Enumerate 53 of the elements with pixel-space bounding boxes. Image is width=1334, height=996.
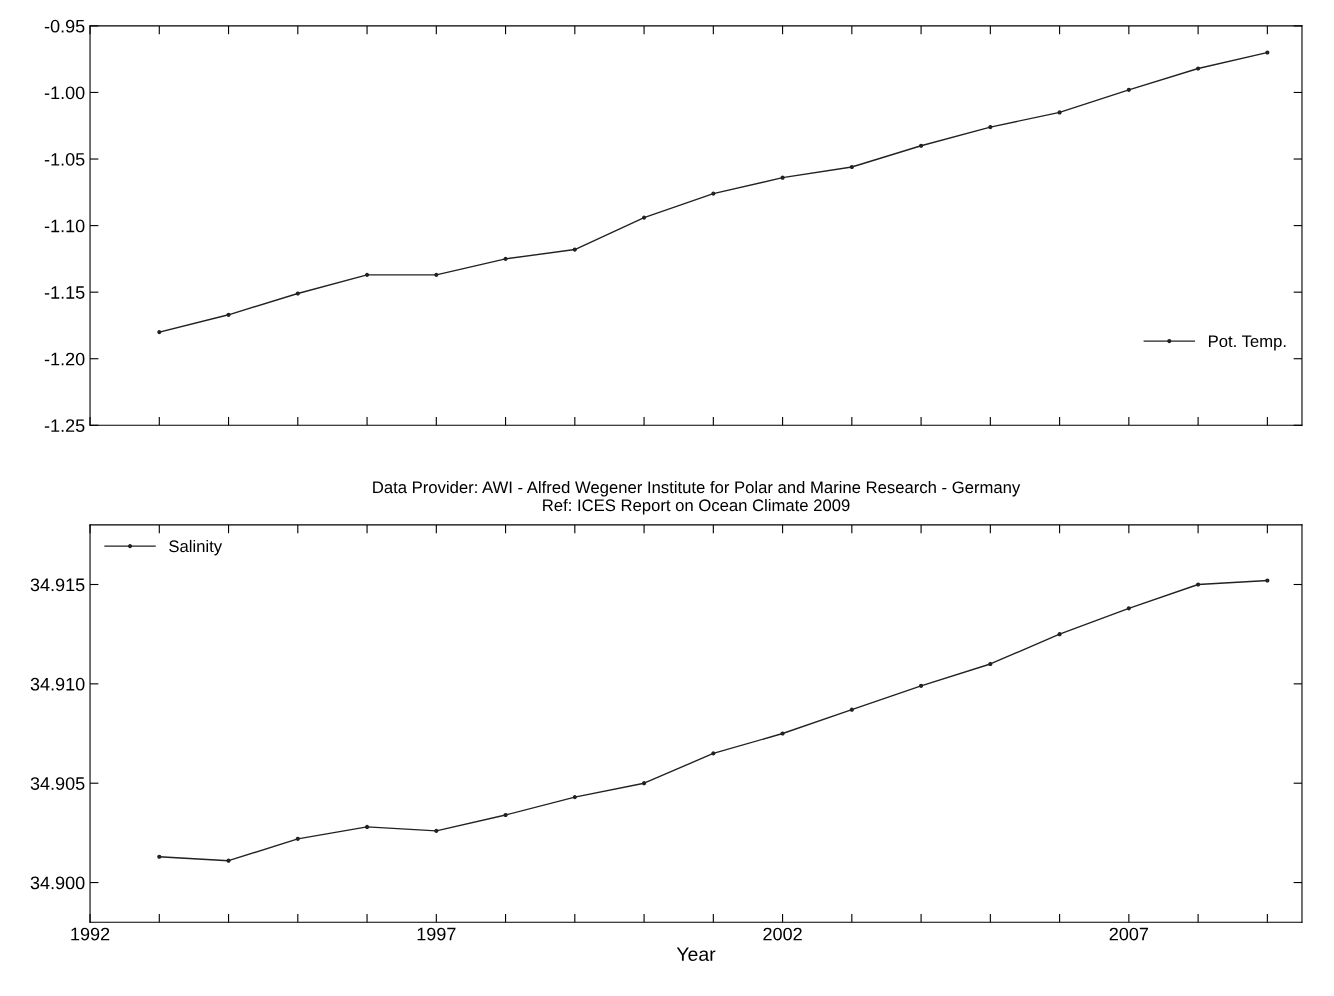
point xyxy=(1196,66,1201,71)
point xyxy=(295,836,300,841)
point xyxy=(295,291,300,296)
chart-title: Data Provider: AWI - Alfred Wegener Institute for Polar and Marine Research - Germany Ref: ICES Report on Ocean Climate 2009 xyxy=(373,480,1021,515)
point xyxy=(919,683,924,688)
point xyxy=(780,731,785,736)
point xyxy=(849,707,854,712)
x-tick-label: 1992 xyxy=(71,927,110,941)
y-tick-label: -1.15 xyxy=(44,286,85,299)
point xyxy=(434,828,439,833)
point xyxy=(1126,606,1131,611)
point xyxy=(711,191,716,196)
legend-label: Salinity xyxy=(169,539,223,556)
point xyxy=(641,781,647,786)
x-tick-label: 2002 xyxy=(763,927,802,941)
point xyxy=(157,330,162,335)
y-tick-label: 34.915 xyxy=(30,578,85,592)
x-tick-label: 2007 xyxy=(1109,927,1149,941)
point xyxy=(226,858,231,863)
point xyxy=(711,751,716,756)
y-tick-label: 34.910 xyxy=(30,677,85,691)
point xyxy=(849,164,854,170)
point xyxy=(157,854,162,859)
point xyxy=(1057,110,1062,115)
point xyxy=(434,272,439,277)
point xyxy=(919,143,924,148)
y-tick-label: 34.900 xyxy=(30,876,85,890)
point xyxy=(780,175,785,180)
point xyxy=(988,661,993,667)
point xyxy=(1057,632,1062,637)
y-tick-label: -1.20 xyxy=(44,352,85,366)
point xyxy=(1196,582,1201,587)
y-tick-label: -1.10 xyxy=(44,219,85,233)
point xyxy=(503,256,508,261)
point xyxy=(503,812,508,818)
point xyxy=(988,124,993,130)
point xyxy=(1126,87,1131,92)
point xyxy=(641,215,647,220)
x-tick-label: 1997 xyxy=(417,927,456,941)
y-tick-label: -1.25 xyxy=(44,419,85,433)
x-axis-title: Year xyxy=(676,947,716,962)
point xyxy=(572,795,577,800)
y-tick-label: 34.905 xyxy=(30,777,85,790)
y-tick-label: -1.05 xyxy=(44,152,85,166)
point xyxy=(364,272,370,277)
point xyxy=(226,312,231,317)
point xyxy=(364,824,370,830)
point xyxy=(1265,578,1270,583)
point xyxy=(572,247,577,252)
y-tick-label: -0.95 xyxy=(44,19,85,33)
legend-label: Pot. Temp. xyxy=(1208,335,1286,351)
point xyxy=(1265,50,1270,55)
y-tick-label: -1.00 xyxy=(44,86,85,100)
